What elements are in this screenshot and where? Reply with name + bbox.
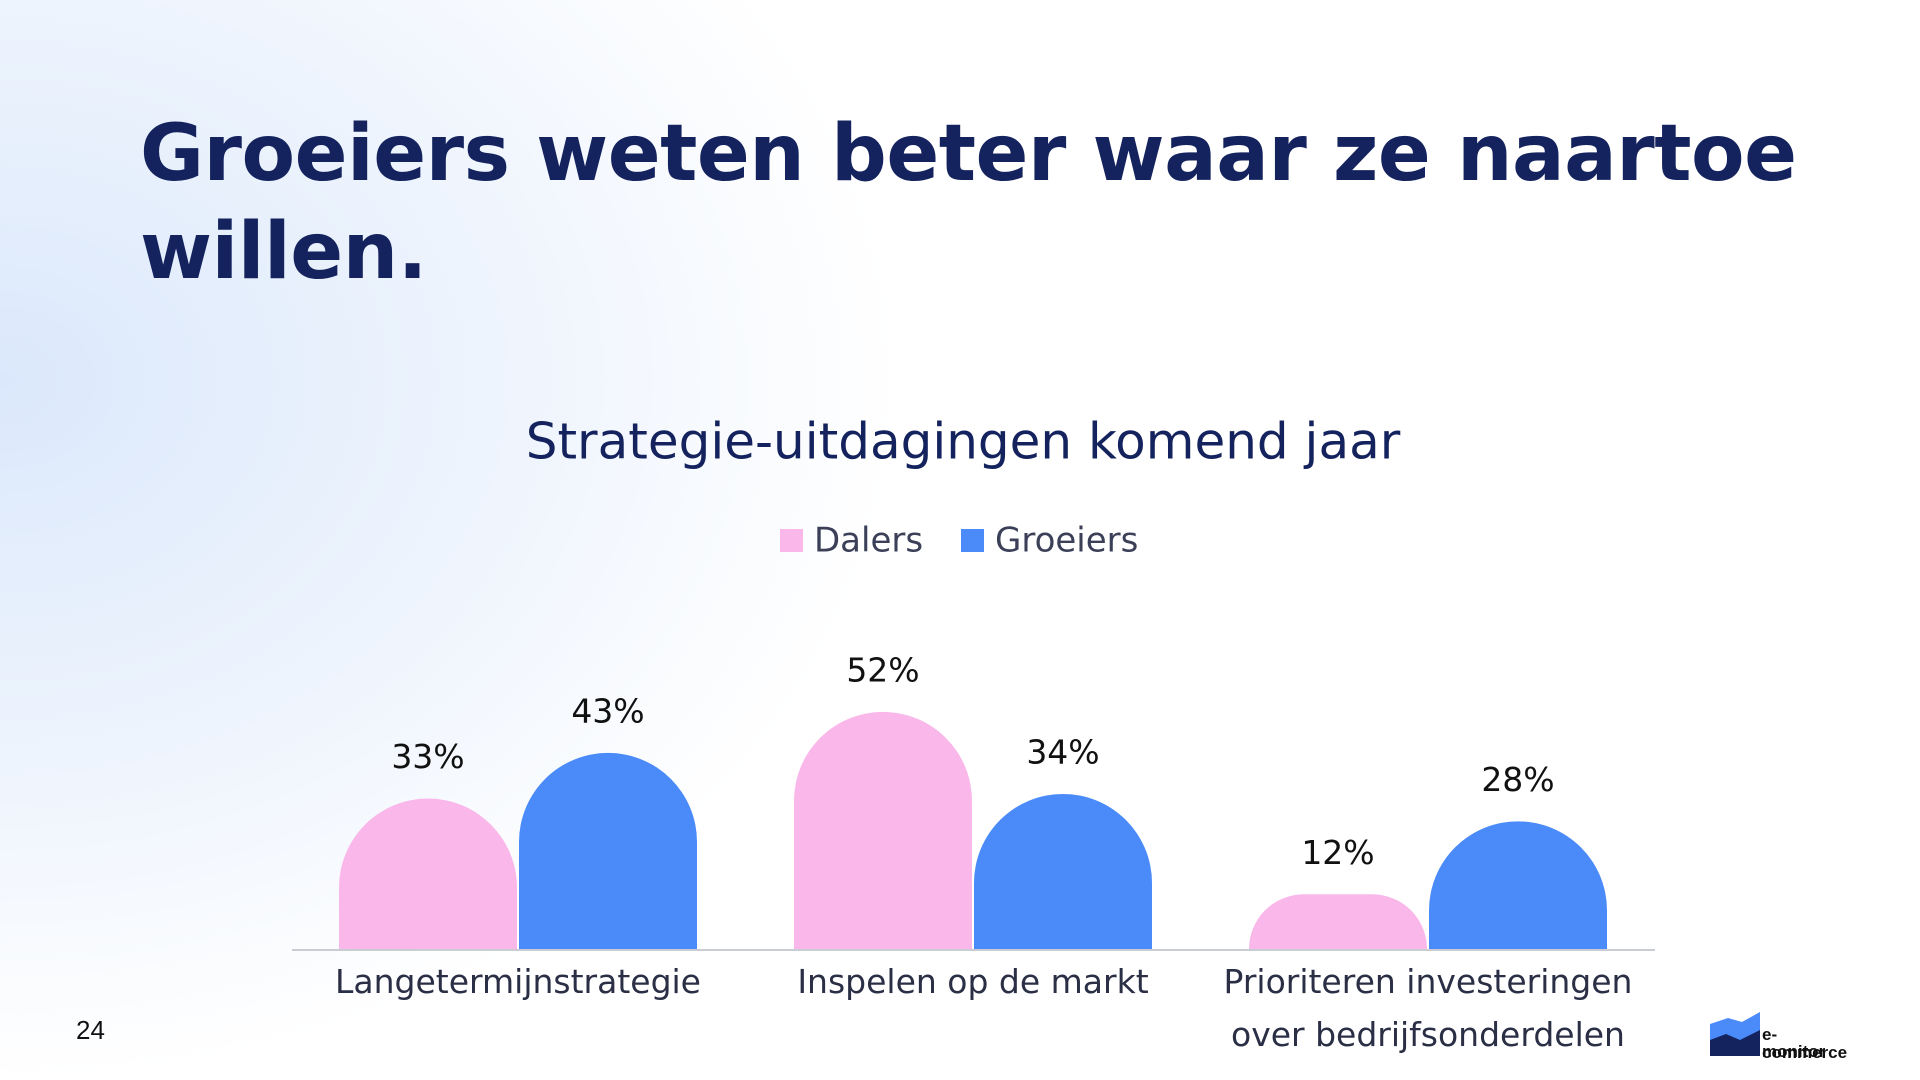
value-label: 33% — [391, 737, 464, 776]
bar — [974, 793, 1152, 949]
value-label: 52% — [846, 650, 919, 689]
slide-title: Groeiers weten beter waar ze naartoe wil… — [140, 109, 1797, 297]
value-label: 12% — [1301, 833, 1374, 872]
legend-label: Groeiers — [995, 521, 1138, 561]
legend-swatch — [961, 529, 984, 552]
bar — [519, 752, 697, 949]
bar — [1429, 821, 1607, 949]
chart-title: Strategie-uitdagingen komend jaar — [526, 413, 1401, 471]
legend-label: Dalers — [814, 521, 923, 561]
logo-icon — [1710, 1012, 1760, 1056]
value-label: 43% — [571, 691, 644, 730]
bar — [794, 711, 972, 949]
bar — [339, 798, 517, 949]
value-label: 34% — [1026, 732, 1099, 771]
x-tick-label: Langetermijnstrategie — [335, 962, 701, 1001]
bar — [1249, 894, 1427, 949]
x-tick-label: Inspelen op de markt — [797, 962, 1149, 1001]
logo: e-commerce monitor — [1708, 1010, 1847, 1062]
page-number: 24 — [76, 1015, 105, 1045]
x-tick-label: Prioriteren investeringen over bedrijfso… — [1223, 962, 1633, 1054]
legend-swatch — [780, 529, 803, 552]
value-label: 28% — [1481, 760, 1554, 799]
logo-text: monitor — [1762, 1042, 1826, 1061]
logo-text: e-commerce — [1762, 1025, 1848, 1062]
